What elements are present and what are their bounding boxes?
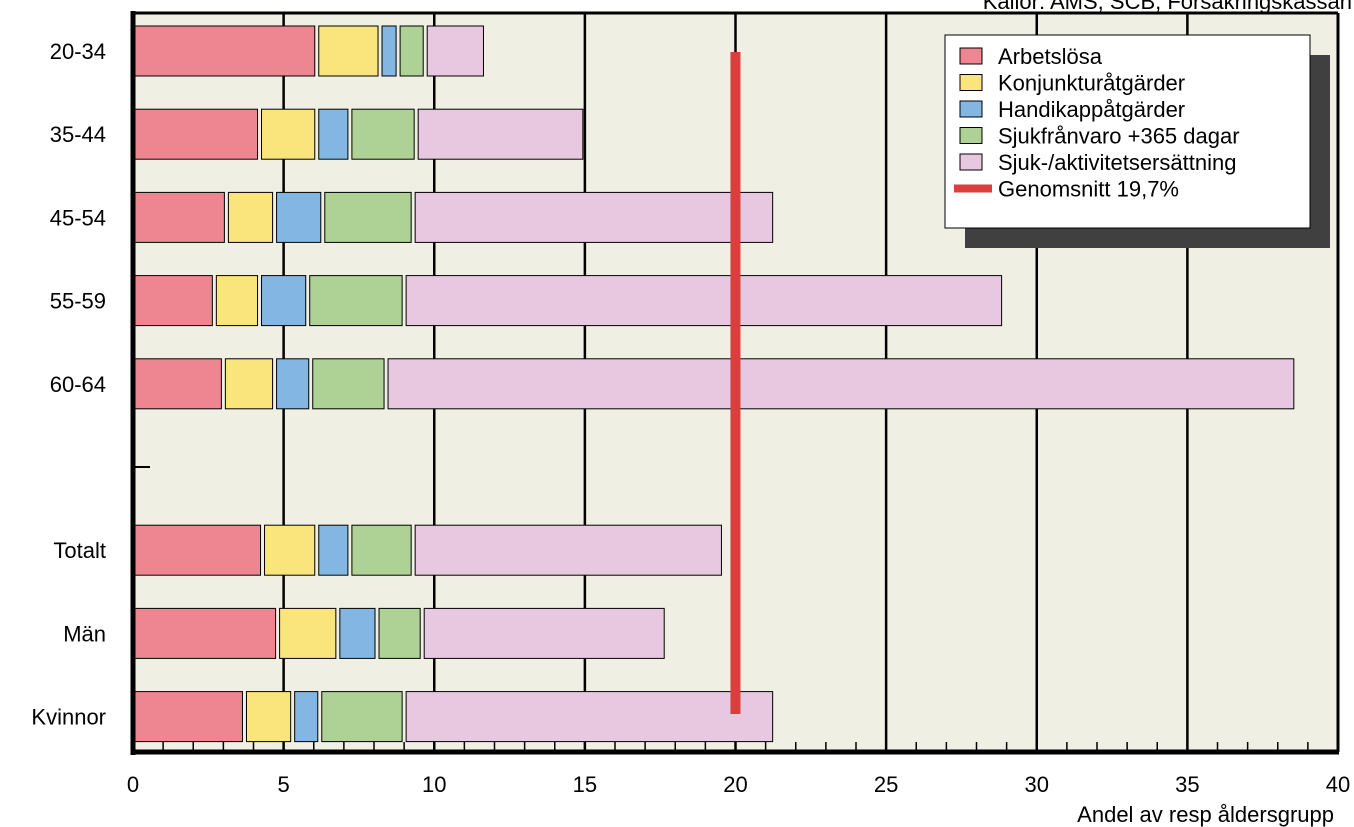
bar-segment bbox=[309, 275, 403, 327]
bar-segment bbox=[426, 25, 484, 77]
bar-segment bbox=[261, 275, 307, 327]
bar-segment bbox=[312, 358, 385, 410]
bar-segment bbox=[381, 25, 397, 77]
bar-segment bbox=[276, 191, 322, 243]
x-tick-label: 15 bbox=[573, 772, 597, 797]
bar-segment bbox=[279, 607, 337, 659]
legend-label: Arbetslösa bbox=[998, 44, 1103, 69]
legend-label: Sjuk-/aktivitetsersättning bbox=[998, 150, 1236, 175]
bar-segment bbox=[417, 108, 584, 160]
x-tick-label: 25 bbox=[874, 772, 898, 797]
bar-segment bbox=[261, 108, 316, 160]
x-axis-tick-labels: 0 5 10 15 20 25 30 35 40 bbox=[127, 772, 1350, 797]
bar-segment bbox=[276, 358, 310, 410]
bar-segment bbox=[245, 691, 292, 743]
bar-segment bbox=[399, 25, 424, 77]
bar-segment bbox=[423, 607, 665, 659]
bar-segment bbox=[224, 358, 274, 410]
x-tick-label: 5 bbox=[278, 772, 290, 797]
legend-label: Konjunkturåtgärder bbox=[998, 71, 1185, 96]
bar-segment bbox=[134, 607, 277, 659]
legend-swatch bbox=[959, 74, 983, 91]
legend-line-swatch bbox=[954, 184, 992, 193]
legend-swatch bbox=[959, 100, 983, 118]
bar-segment bbox=[134, 691, 243, 743]
bar-segment bbox=[227, 191, 274, 243]
bar-segment bbox=[134, 358, 222, 410]
legend-label: Sjukfrånvaro +365 dagar bbox=[998, 124, 1240, 149]
legend-swatch bbox=[959, 153, 983, 171]
bar-segment bbox=[414, 191, 774, 243]
bar-segment bbox=[318, 25, 379, 77]
bar-segment bbox=[351, 524, 412, 576]
bar-segment bbox=[318, 108, 349, 160]
plot-frame bbox=[130, 11, 1340, 755]
x-tick-label: 10 bbox=[422, 772, 446, 797]
bar-segment bbox=[318, 524, 349, 576]
y-axis-label: 60-64 bbox=[50, 372, 106, 397]
y-axis-labels: 20-34 35-44 45-54 55-59 60-64 Totalt Män Kvinno… bbox=[31, 39, 150, 730]
y-axis-label: Kvinnor bbox=[31, 705, 106, 730]
y-axis-label: 55-59 bbox=[50, 289, 106, 314]
x-tick-label: 0 bbox=[127, 772, 139, 797]
bar-segment bbox=[387, 358, 1295, 410]
bar-segment bbox=[321, 691, 403, 743]
y-axis-label: 35-44 bbox=[50, 122, 106, 147]
bar-segment bbox=[134, 275, 213, 327]
x-axis-title: Andel av resp åldersgrupp bbox=[1077, 802, 1334, 827]
y-axis-label: Män bbox=[63, 621, 106, 646]
legend-label: Genomsnitt 19,7% bbox=[998, 177, 1179, 202]
bar-segment bbox=[324, 191, 412, 243]
x-tick-label: 40 bbox=[1326, 772, 1350, 797]
bar-segment bbox=[339, 607, 376, 659]
bar-segment bbox=[378, 607, 421, 659]
bar-segment bbox=[134, 191, 225, 243]
bar-segment bbox=[414, 524, 722, 576]
legend-swatch bbox=[959, 127, 983, 144]
source-note: Källor: AMS, SCB, Försäkringskassan bbox=[982, 0, 1352, 14]
x-tick-label: 20 bbox=[723, 772, 747, 797]
bar-segment bbox=[351, 108, 415, 160]
bar-segment bbox=[134, 524, 262, 576]
y-axis-label: 45-54 bbox=[50, 205, 106, 230]
bar-segment bbox=[215, 275, 259, 327]
x-tick-label: 35 bbox=[1175, 772, 1199, 797]
bar-segment bbox=[405, 275, 1003, 327]
x-tick-label: 30 bbox=[1025, 772, 1049, 797]
bar-segment bbox=[134, 25, 316, 77]
legend-box bbox=[944, 34, 1311, 229]
bar-segment bbox=[134, 108, 259, 160]
bar-segment bbox=[405, 691, 774, 743]
y-axis-label: 20-34 bbox=[50, 39, 106, 64]
legend-swatch bbox=[959, 47, 983, 65]
legend-label: Handikappåtgärder bbox=[998, 97, 1185, 122]
bars bbox=[134, 25, 1295, 743]
bar-segment bbox=[294, 691, 319, 743]
bar-segment bbox=[264, 524, 316, 576]
y-axis-label: Totalt bbox=[53, 538, 106, 563]
legend: ArbetslösaKonjunkturåtgärderHandikappåtg… bbox=[944, 34, 1330, 248]
